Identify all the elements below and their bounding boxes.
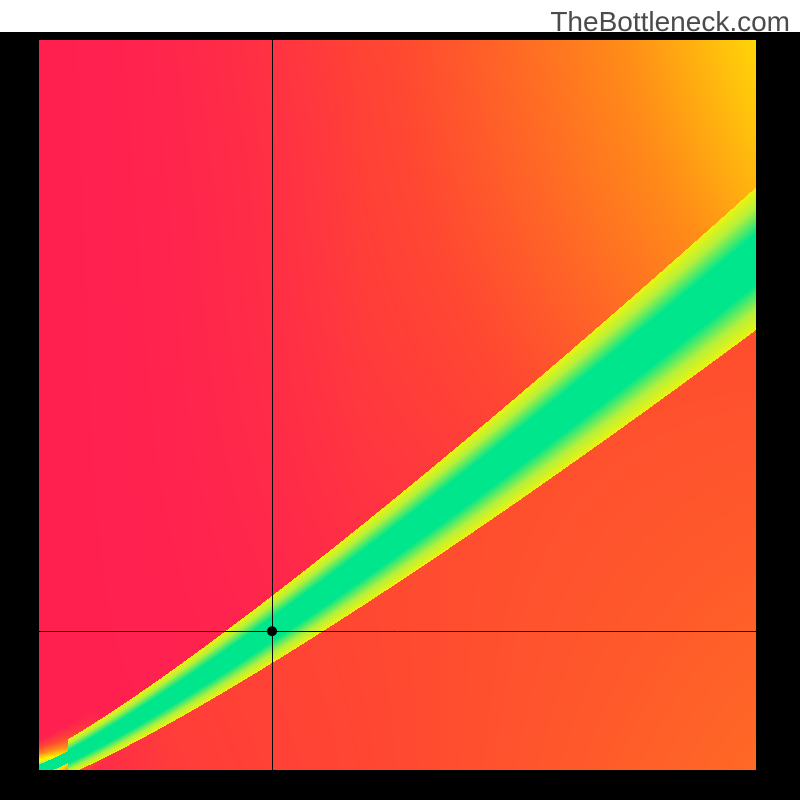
bottleneck-heatmap — [0, 0, 800, 800]
watermark-text: TheBottleneck.com — [550, 6, 790, 38]
bottleneck-chart-container: { "meta": { "watermark": "TheBottleneck.… — [0, 0, 800, 800]
